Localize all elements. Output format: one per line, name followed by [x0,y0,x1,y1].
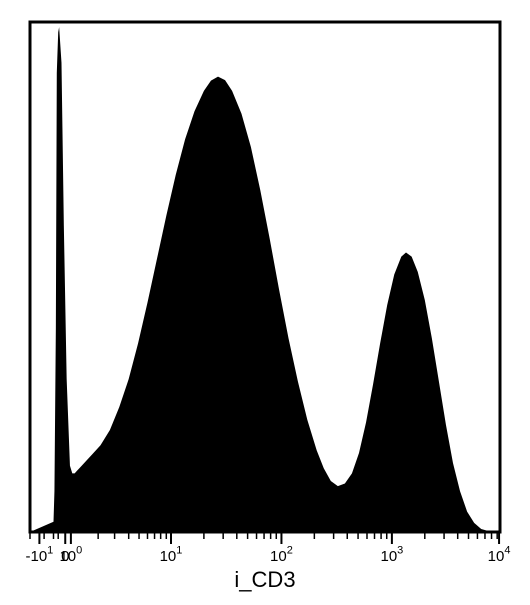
flow-cytometry-histogram: -1010100101102103104i_CD3 [0,0,530,605]
x-axis-label: i_CD3 [234,567,295,592]
histogram-svg: -1010100101102103104i_CD3 [0,0,530,605]
